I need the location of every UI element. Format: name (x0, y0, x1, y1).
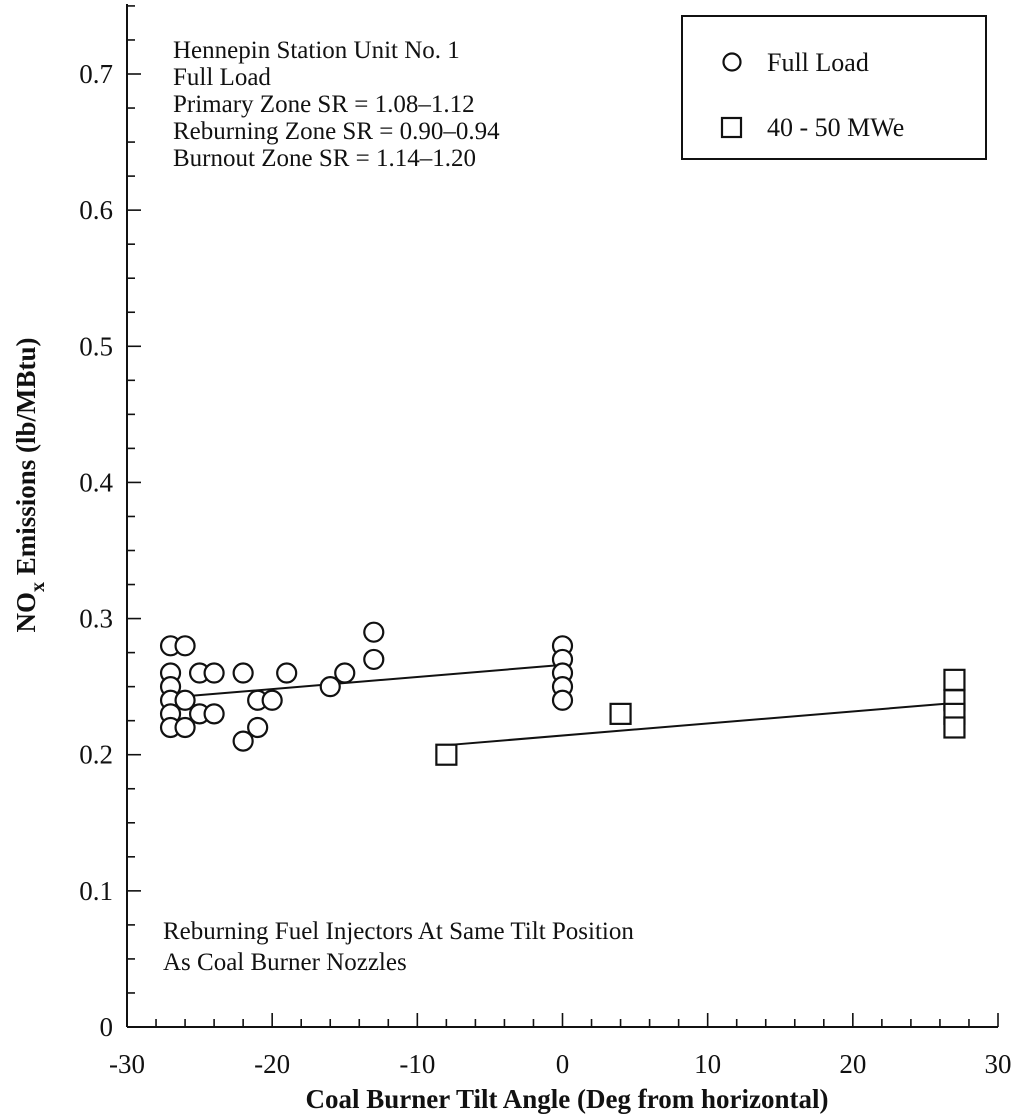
data-point-full-load (203, 703, 225, 725)
y-axis-title-rest: Emissions (lb/MBtu) (11, 337, 41, 582)
x-tick-label: -10 (399, 1049, 435, 1079)
data-point-full-load (276, 662, 298, 684)
tick-labels: -30 -20 -10 0 10 20 30 0 0.1 0.2 0.3 0.4 0.5 0.6 0.7 (79, 59, 1011, 1079)
data-point-full-load (232, 730, 254, 752)
x-tick-label: 30 (985, 1049, 1012, 1079)
x-tick-label: 10 (694, 1049, 721, 1079)
legend-label-full-load: Full Load (767, 48, 869, 77)
y-tick-label: 0.3 (79, 604, 113, 634)
fit-lines (170, 663, 955, 747)
x-tick-label: 0 (556, 1049, 570, 1079)
y-tick-label: 0.7 (79, 59, 113, 89)
annotation-bottom-line: Reburning Fuel Injectors At Same Tilt Po… (163, 918, 634, 945)
data-point-full-load (174, 635, 196, 657)
legend: Full Load 40 - 50 MWe (681, 15, 987, 160)
y-axis-title: NOx Emissions (lb/MBtu) (11, 337, 49, 632)
annotation-top-line: Full Load (173, 64, 271, 91)
annotation-top-line: Reburning Zone SR = 0.90–0.94 (173, 118, 500, 145)
data-point-full-load (363, 621, 385, 643)
y-tick-label: 0.2 (79, 740, 113, 770)
y-tick-label: 0.1 (79, 876, 113, 906)
data-point-full-load (174, 689, 196, 711)
data-point-full-load (363, 648, 385, 671)
annotation-bottom-line: As Coal Burner Nozzles (163, 949, 407, 976)
x-tick-label: -30 (109, 1049, 145, 1079)
annotation-top-line: Hennepin Station Unit No. 1 (173, 37, 460, 64)
y-tick-label: 0 (100, 1012, 114, 1042)
x-tick-label: 20 (839, 1049, 866, 1079)
data-point-40-50-mwe (943, 716, 966, 739)
fit-line-full-load (170, 663, 563, 699)
data-point-full-load (319, 676, 341, 698)
x-axis-title: Coal Burner Tilt Angle (Deg from horizon… (306, 1084, 829, 1114)
data-point-40-50-mwe (609, 702, 632, 725)
data-point-full-load (261, 689, 283, 711)
y-tick-label: 0.5 (79, 331, 113, 361)
data-point-full-load (551, 689, 574, 711)
legend-label-40-50-mwe: 40 - 50 MWe (767, 113, 904, 142)
data-point-full-load (334, 662, 356, 684)
data-point-full-load (247, 716, 269, 739)
fit-line-40-50-mwe (446, 701, 955, 747)
x-tick-label: -20 (254, 1049, 290, 1079)
y-axis-title-main: NO (11, 592, 41, 633)
y-tick-label: 0.6 (79, 195, 113, 225)
annotation-top-line: Burnout Zone SR = 1.14–1.20 (173, 145, 476, 172)
ticks (126, 5, 999, 1028)
y-axis-title-subscript: x (27, 582, 49, 592)
legend-square-marker (720, 116, 743, 139)
legend-box (681, 15, 987, 160)
data-point-full-load (174, 716, 196, 739)
annotation-bottom: Reburning Fuel Injectors At Same Tilt Po… (163, 918, 634, 976)
legend-circle-marker (722, 52, 742, 72)
y-tick-label: 0.4 (79, 467, 113, 497)
data-point-40-50-mwe (435, 743, 458, 766)
annotation-top-line: Primary Zone SR = 1.08–1.12 (173, 91, 475, 118)
data-point-full-load (203, 662, 225, 684)
data-markers (159, 621, 966, 766)
data-point-full-load (232, 662, 254, 684)
data-point-40-50-mwe (943, 668, 966, 691)
